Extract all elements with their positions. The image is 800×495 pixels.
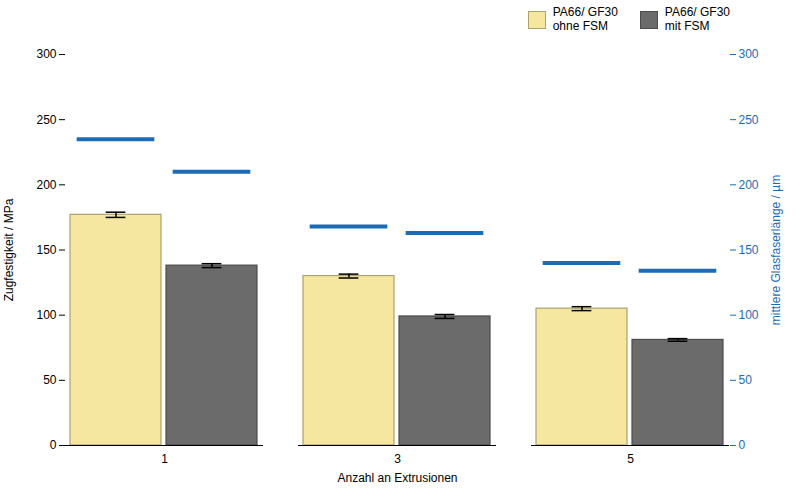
svg-text:Zugfestigkeit / MPa: Zugfestigkeit / MPa	[2, 198, 16, 301]
svg-text:300: 300	[36, 47, 56, 61]
svg-text:100: 100	[36, 308, 56, 322]
svg-text:150: 150	[36, 242, 56, 256]
svg-text:5: 5	[627, 452, 634, 466]
svg-text:150: 150	[739, 242, 759, 256]
svg-text:mittlere Glasfaserlänge / µm: mittlere Glasfaserlänge / µm	[769, 174, 783, 324]
svg-text:1: 1	[161, 452, 168, 466]
svg-text:0: 0	[50, 438, 57, 452]
svg-text:200: 200	[36, 177, 56, 191]
svg-text:3: 3	[394, 452, 401, 466]
html-text:PA66/ GF30 ohne FSM: PA66/ GF30 ohne FSM	[552, 5, 618, 33]
html-text:PA66/ GF30 mit FSM: PA66/ GF30 mit FSM	[664, 5, 730, 33]
svg-text:250: 250	[739, 112, 759, 126]
svg-text:300: 300	[739, 47, 759, 61]
svg-text:0: 0	[739, 438, 746, 452]
svg-text:Anzahl an Extrusionen: Anzahl an Extrusionen	[337, 470, 457, 484]
svg-text:200: 200	[739, 177, 759, 191]
svg-text:50: 50	[43, 373, 57, 387]
svg-text:50: 50	[739, 373, 753, 387]
svg-text:250: 250	[36, 112, 56, 126]
svg-text:100: 100	[739, 308, 759, 322]
